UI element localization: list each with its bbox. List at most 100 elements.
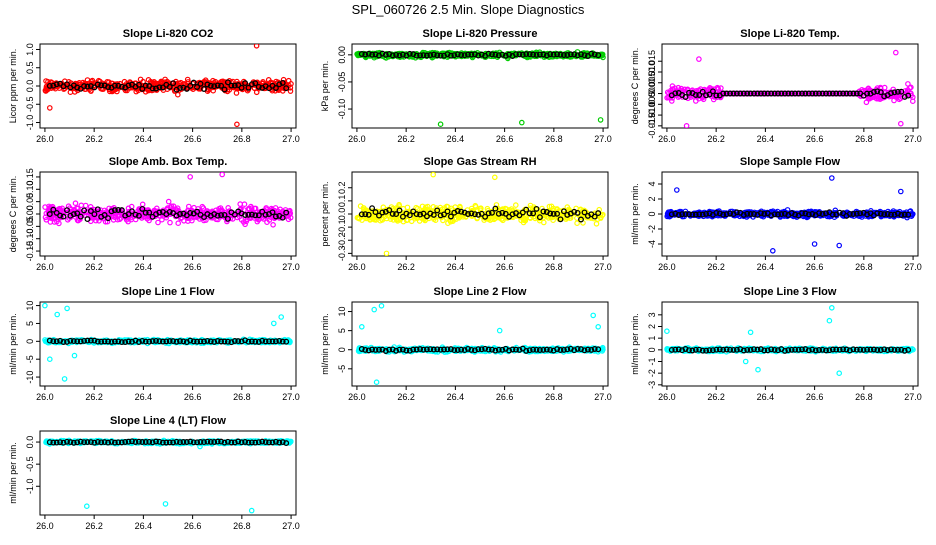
x-tick-label: 26.2: [707, 134, 725, 144]
y-tick-label: -0.5: [25, 97, 35, 113]
x-tick-label: 26.8: [545, 392, 563, 402]
y-axis-label: kPa per min.: [320, 61, 330, 112]
x-tick-label: 26.6: [496, 392, 514, 402]
outlier-point: [498, 328, 502, 332]
x-tick-label: 26.8: [545, 134, 563, 144]
outlier-point: [188, 175, 192, 179]
y-tick-label: -4: [647, 240, 657, 248]
outlier-point: [374, 380, 378, 384]
outlier-point: [438, 122, 442, 126]
y-tick-label: 10: [337, 307, 347, 317]
x-tick-label: 26.4: [447, 392, 465, 402]
outlier-point: [48, 357, 52, 361]
y-tick-label: -1.0: [25, 115, 35, 131]
data-point: [594, 222, 598, 226]
outlier-point: [220, 172, 224, 176]
data-point: [234, 91, 238, 95]
y-tick-label: 0.0: [25, 80, 35, 93]
y-axis-label: percent per min.: [320, 181, 330, 246]
x-tick-label: 26.0: [348, 262, 366, 272]
x-tick-label: 26.2: [85, 262, 103, 272]
x-tick-label: 26.8: [233, 392, 251, 402]
data-point: [271, 223, 275, 227]
outlier-point: [72, 353, 76, 357]
y-tick-label: 10: [25, 301, 35, 311]
outlier-point: [771, 249, 775, 253]
x-tick-label: 26.6: [184, 392, 202, 402]
x-tick-label: 26.2: [707, 262, 725, 272]
outlier-point: [697, 57, 701, 61]
x-tick-label: 26.2: [85, 392, 103, 402]
panel-title: Slope Amb. Box Temp.: [109, 156, 228, 168]
x-tick-label: 27.0: [904, 392, 922, 402]
y-tick-label: 5: [25, 321, 35, 326]
data-point: [79, 203, 83, 207]
y-tick-label: -10: [25, 371, 35, 384]
x-tick-label: 27.0: [594, 392, 612, 402]
data-point: [176, 221, 180, 225]
panel-title: Slope Line 2 Flow: [434, 286, 527, 298]
outlier-point: [812, 242, 816, 246]
outlier-point: [65, 306, 69, 310]
x-tick-label: 26.6: [496, 262, 514, 272]
data-point: [73, 201, 77, 205]
points: [355, 50, 605, 127]
x-tick-label: 27.0: [282, 262, 300, 272]
x-tick-label: 26.8: [233, 134, 251, 144]
outlier-point: [675, 188, 679, 192]
panel-title: Slope Sample Flow: [740, 156, 841, 168]
x-tick-label: 26.6: [184, 262, 202, 272]
x-tick-label: 26.2: [397, 134, 415, 144]
y-tick-label: -5: [25, 355, 35, 363]
figure-title: SPL_060726 2.5 Min. Slope Diagnostics: [352, 2, 585, 17]
data-point: [864, 100, 868, 104]
data-point: [84, 203, 88, 207]
x-tick-label: 26.4: [757, 262, 775, 272]
points: [665, 50, 915, 128]
panel-title: Slope Li-820 CO2: [123, 28, 213, 40]
x-tick-label: 26.0: [36, 262, 54, 272]
x-tick-label: 26.8: [855, 134, 873, 144]
points: [355, 172, 605, 255]
y-tick-label: -0.10: [337, 99, 347, 120]
outlier-point: [899, 122, 903, 126]
y-tick-label: 0.1: [337, 195, 347, 208]
y-tick-label: -3: [647, 381, 657, 389]
outlier-point: [384, 251, 388, 255]
x-tick-label: 26.2: [397, 392, 415, 402]
points: [665, 176, 915, 253]
y-axis-label: degrees C per min.: [630, 48, 640, 125]
x-tick-label: 27.0: [282, 392, 300, 402]
y-axis-label: ml/min per min.: [8, 313, 18, 375]
outlier-point: [520, 120, 524, 124]
panel-title: Slope Li-820 Pressure: [423, 28, 538, 40]
y-tick-label: -0.05: [337, 72, 347, 93]
data-point: [575, 221, 579, 225]
x-tick-label: 26.8: [855, 392, 873, 402]
outlier-point: [48, 106, 52, 110]
points: [43, 44, 293, 127]
points: [43, 172, 293, 227]
y-tick-label: -2: [647, 369, 657, 377]
y-tick-label: 0: [647, 211, 657, 216]
y-axis-label: degrees C per min.: [8, 176, 18, 253]
x-tick-label: 27.0: [282, 134, 300, 144]
y-tick-label: 0: [25, 339, 35, 344]
outlier-point: [894, 50, 898, 54]
x-tick-label: 26.4: [757, 134, 775, 144]
outlier-point: [684, 124, 688, 128]
data-point: [167, 199, 171, 203]
x-tick-label: 27.0: [904, 134, 922, 144]
data-point: [68, 90, 72, 94]
data-point: [405, 205, 409, 209]
x-tick-label: 26.4: [757, 392, 775, 402]
outlier-point: [55, 312, 59, 316]
y-axis-label: ml/min per min.: [320, 313, 330, 375]
points: [356, 304, 605, 385]
